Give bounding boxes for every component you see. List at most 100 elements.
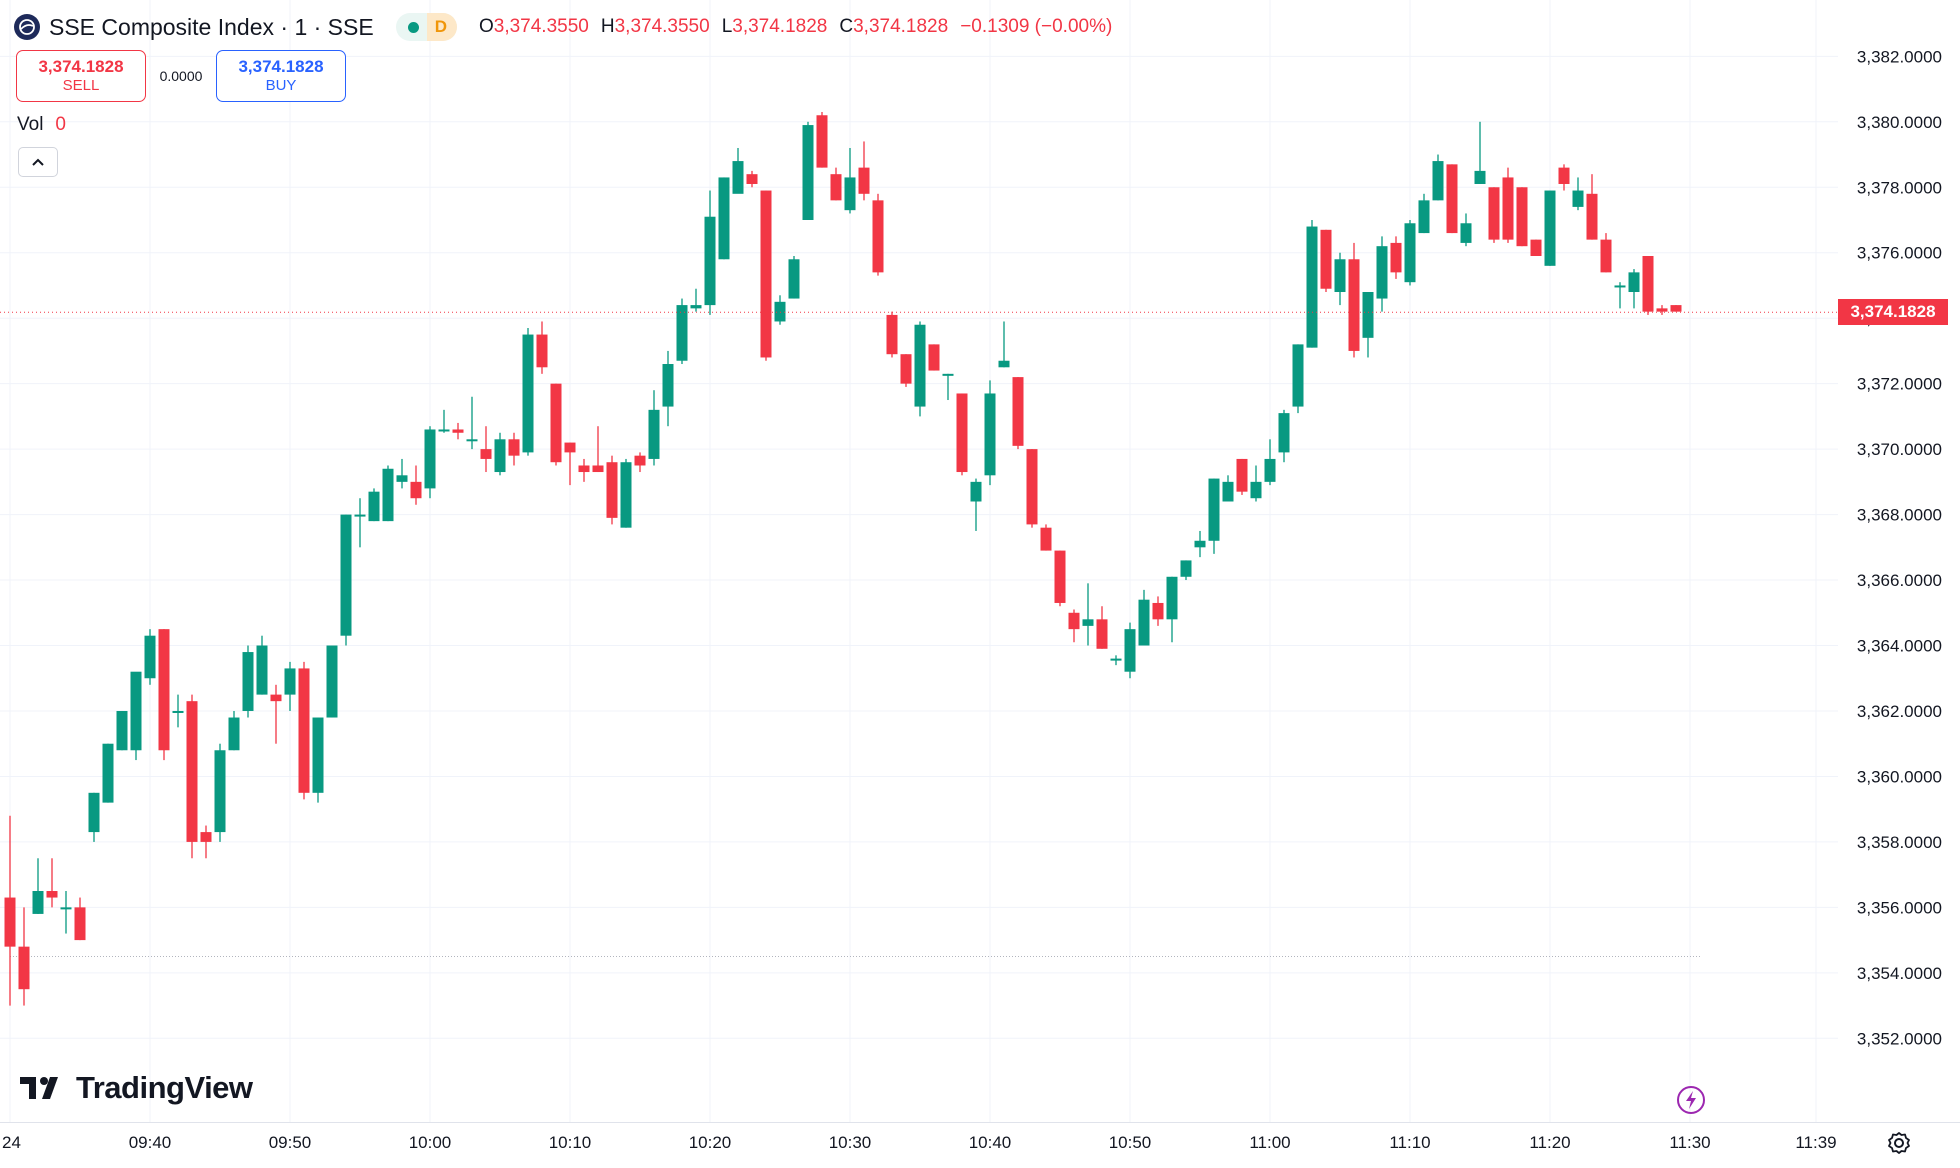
candle <box>928 344 940 371</box>
candle <box>312 717 324 803</box>
candle-body <box>634 455 646 466</box>
candle <box>1278 409 1290 463</box>
candle-body <box>536 334 548 368</box>
candle-body <box>1138 599 1150 646</box>
price-tick-label: 3,368.0000 <box>1857 506 1942 525</box>
price-tick-label: 3,380.0000 <box>1857 113 1942 132</box>
tv-logo-icon <box>20 1077 58 1099</box>
candle <box>676 298 688 365</box>
candle <box>1222 475 1234 502</box>
candle-body <box>1432 161 1444 201</box>
candle <box>620 458 632 528</box>
candle <box>1558 164 1570 191</box>
candle <box>88 792 100 842</box>
candle-body <box>144 635 156 679</box>
candle <box>886 311 898 358</box>
market-status[interactable]: D <box>395 13 457 41</box>
sell-button[interactable]: 3,374.1828 SELL <box>16 50 146 102</box>
buy-button[interactable]: 3,374.1828 BUY <box>216 50 346 102</box>
candle-body <box>592 465 604 473</box>
candle-body <box>732 161 744 194</box>
time-tick-label: 11:00 <box>1249 1133 1290 1152</box>
candle <box>690 288 702 312</box>
candle-body <box>116 710 128 751</box>
volume-legend[interactable]: Vol 0 <box>17 114 66 136</box>
sell-price: 3,374.1828 <box>38 57 124 76</box>
candle-body <box>1068 612 1080 630</box>
spread-value: 0.0000 <box>159 68 203 84</box>
candle-body <box>872 200 884 273</box>
candle-body <box>816 115 828 168</box>
candle-body <box>774 301 786 322</box>
candle <box>1418 193 1430 234</box>
candle-body <box>1110 658 1122 661</box>
time-axis[interactable]: 24 09:40 09:50 10:00 10:10 10:20 10:30 10:40 10:… <box>2 1133 1837 1152</box>
candle-body <box>970 481 982 502</box>
price-tick-label: 3,356.0000 <box>1857 898 1942 917</box>
candle <box>1600 233 1612 273</box>
time-tick-label: 09:40 <box>129 1133 172 1152</box>
volume-value: 0 <box>55 114 66 135</box>
candle <box>508 432 520 466</box>
candle <box>1572 177 1584 211</box>
candle-body <box>998 360 1010 368</box>
candle <box>410 465 422 505</box>
candle <box>298 661 310 800</box>
globe-icon <box>14 14 40 40</box>
candle-body <box>1222 481 1234 502</box>
candle <box>970 478 982 531</box>
candle-body <box>1124 629 1136 672</box>
candle-body <box>1320 229 1332 289</box>
volume-label: Vol <box>17 114 44 135</box>
collapse-legend-button[interactable] <box>18 147 58 177</box>
candle-body <box>564 442 576 453</box>
symbol-title[interactable]: SSE Composite Index · 1 · SSE <box>49 13 374 40</box>
candle <box>438 409 450 433</box>
candle <box>1446 164 1458 234</box>
candle-body <box>1292 344 1304 407</box>
tradingview-logo[interactable]: TradingView <box>20 1070 253 1106</box>
candle <box>788 255 800 299</box>
candle-body <box>844 177 856 211</box>
time-tick-label: 10:10 <box>549 1133 592 1152</box>
candle <box>1012 377 1024 450</box>
time-tick-label: 09:50 <box>269 1133 312 1152</box>
candle-body <box>886 314 898 355</box>
buy-label: BUY <box>265 77 297 94</box>
candle <box>466 396 478 450</box>
candle-body <box>1348 259 1360 351</box>
candle-body <box>914 324 926 407</box>
candle-body <box>200 832 212 842</box>
candle-body <box>676 305 688 361</box>
close-value: 3,374.1828 <box>853 16 949 37</box>
candle-body <box>1670 305 1682 312</box>
candle <box>1642 255 1654 315</box>
candle <box>550 383 562 466</box>
candle-body <box>186 701 198 842</box>
candles <box>4 111 1682 1006</box>
candle-body <box>1236 458 1248 492</box>
candle <box>1474 121 1486 184</box>
candle-body <box>242 652 254 711</box>
candle-body <box>396 475 408 482</box>
candle-body <box>284 668 296 695</box>
candle <box>1026 449 1038 528</box>
gear-icon[interactable] <box>1886 1130 1912 1156</box>
candle <box>1432 154 1444 201</box>
candle <box>844 147 856 214</box>
candle <box>564 442 576 486</box>
time-tick-label: 10:20 <box>689 1133 732 1152</box>
candle <box>956 393 968 476</box>
candle-body <box>788 259 800 299</box>
candle <box>340 514 352 646</box>
candle <box>158 629 170 761</box>
candle-body <box>1208 478 1220 541</box>
candle-body <box>172 710 184 713</box>
candle-body <box>312 717 324 793</box>
candle <box>662 350 674 427</box>
lightning-icon[interactable] <box>1676 1085 1706 1115</box>
time-tick-label: 24 <box>2 1133 21 1152</box>
candle <box>1362 292 1374 358</box>
price-axis[interactable]: 3,352.0000 3,354.0000 3,356.0000 3,358.0000… <box>1857 47 1942 1048</box>
